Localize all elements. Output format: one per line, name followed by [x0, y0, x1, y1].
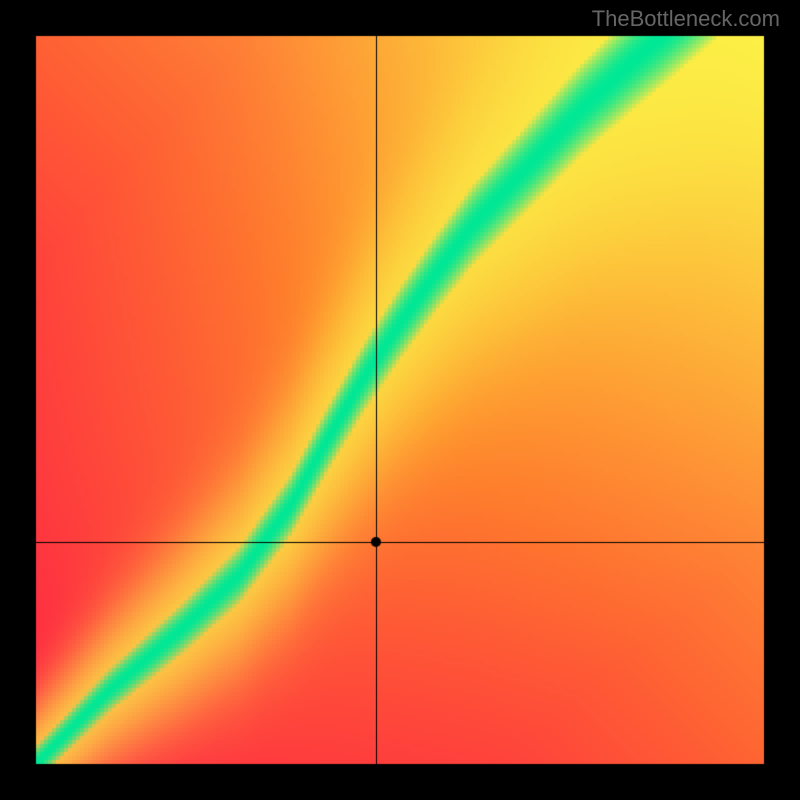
heatmap-canvas: [0, 0, 800, 800]
watermark-text: TheBottleneck.com: [592, 6, 780, 32]
chart-container: TheBottleneck.com: [0, 0, 800, 800]
